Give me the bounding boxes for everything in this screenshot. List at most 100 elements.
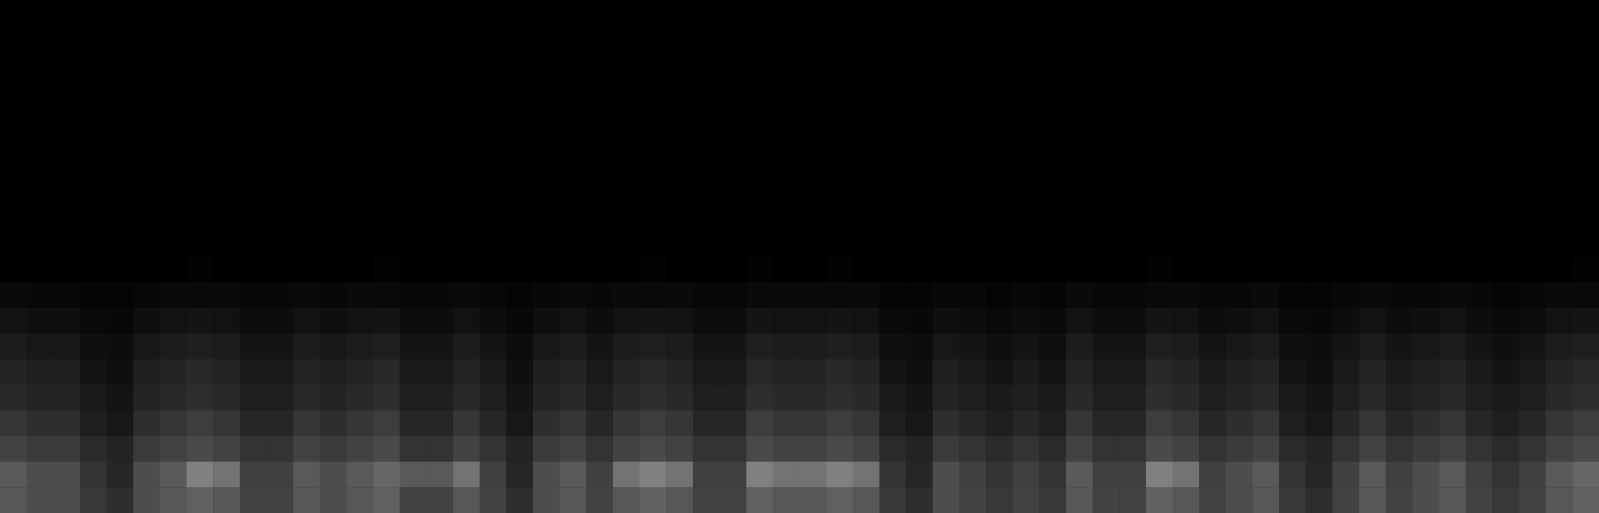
cell [693, 180, 720, 206]
cell [879, 0, 906, 26]
cell [1199, 462, 1226, 488]
cell [107, 333, 134, 359]
cell [1199, 385, 1226, 411]
cell [1039, 77, 1066, 103]
cell [373, 462, 400, 488]
cell [666, 128, 693, 154]
cell [453, 26, 480, 52]
cell [1279, 462, 1306, 488]
cell [1466, 180, 1493, 206]
cell [533, 257, 560, 283]
cell [1359, 257, 1386, 283]
cell [1173, 0, 1200, 26]
cell [1039, 26, 1066, 52]
cell [1066, 77, 1093, 103]
cell [240, 51, 267, 77]
cell [1279, 436, 1306, 462]
cell [267, 257, 294, 283]
cell [959, 128, 986, 154]
cell [693, 308, 720, 334]
cell [879, 436, 906, 462]
cell [267, 128, 294, 154]
cell [160, 410, 187, 436]
cell [1146, 26, 1173, 52]
cell [373, 77, 400, 103]
cell [1013, 385, 1040, 411]
cell [560, 26, 587, 52]
cell [640, 103, 667, 129]
cell [1412, 282, 1439, 308]
cell [453, 0, 480, 26]
cell [1173, 436, 1200, 462]
cell [1119, 333, 1146, 359]
cell [879, 205, 906, 231]
cell [400, 0, 427, 26]
cell [1039, 462, 1066, 488]
cell [1013, 26, 1040, 52]
cell [506, 180, 533, 206]
cell [533, 410, 560, 436]
cell [1199, 359, 1226, 385]
cell [1572, 128, 1599, 154]
cell [586, 231, 613, 257]
cell [826, 462, 853, 488]
cell [1279, 231, 1306, 257]
cell [1066, 359, 1093, 385]
cell [853, 487, 880, 513]
cell [267, 359, 294, 385]
cell [1466, 51, 1493, 77]
cell [267, 487, 294, 513]
cell [480, 487, 507, 513]
cell [879, 333, 906, 359]
cell [853, 333, 880, 359]
cell [746, 487, 773, 513]
cell [453, 128, 480, 154]
cell [853, 436, 880, 462]
cell [693, 462, 720, 488]
cell [1412, 385, 1439, 411]
cell [533, 385, 560, 411]
cell [1439, 51, 1466, 77]
cell [693, 359, 720, 385]
cell [1093, 51, 1120, 77]
cell [640, 308, 667, 334]
cell [826, 487, 853, 513]
cell [1146, 77, 1173, 103]
cell [506, 282, 533, 308]
cell [1066, 205, 1093, 231]
cell [906, 257, 933, 283]
cell [400, 308, 427, 334]
cell [0, 154, 27, 180]
cell [1359, 359, 1386, 385]
cell [373, 487, 400, 513]
cell [320, 359, 347, 385]
cell [720, 333, 747, 359]
cell [480, 0, 507, 26]
cell [160, 308, 187, 334]
cell [293, 128, 320, 154]
cell [933, 487, 960, 513]
cell [800, 154, 827, 180]
cell [293, 51, 320, 77]
cell [853, 359, 880, 385]
cell [533, 0, 560, 26]
cell [693, 385, 720, 411]
cell [240, 385, 267, 411]
cell [320, 282, 347, 308]
cell [480, 128, 507, 154]
cell [1519, 410, 1546, 436]
cell [1466, 333, 1493, 359]
cell [1146, 128, 1173, 154]
cell [480, 26, 507, 52]
cell [853, 410, 880, 436]
cell [1306, 154, 1333, 180]
cell [213, 308, 240, 334]
cell [160, 26, 187, 52]
cell [80, 436, 107, 462]
cell [293, 436, 320, 462]
cell [1333, 128, 1360, 154]
cell [1066, 103, 1093, 129]
cell [213, 487, 240, 513]
cell [1173, 282, 1200, 308]
cell [720, 410, 747, 436]
